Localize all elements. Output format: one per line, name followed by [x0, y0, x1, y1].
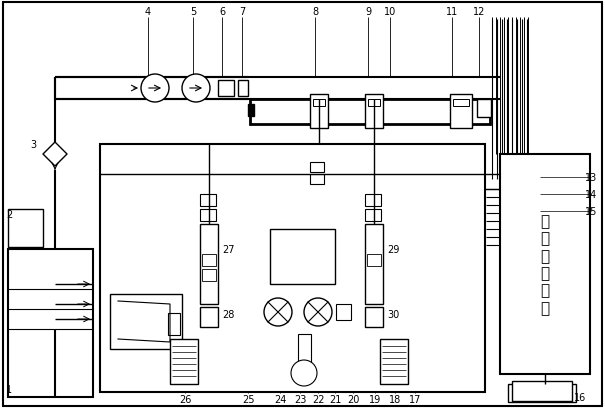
- Bar: [365, 95, 383, 129]
- Bar: [248, 105, 254, 117]
- Bar: [200, 307, 218, 327]
- Bar: [453, 100, 469, 107]
- Bar: [202, 254, 216, 266]
- Bar: [8, 209, 43, 247]
- Text: 26: 26: [179, 394, 191, 404]
- Bar: [500, 155, 590, 374]
- Bar: [200, 209, 216, 221]
- Circle shape: [141, 75, 169, 103]
- Bar: [380, 339, 408, 384]
- Bar: [170, 339, 198, 384]
- Bar: [200, 195, 216, 207]
- Text: 6: 6: [219, 7, 225, 17]
- Text: 4: 4: [145, 7, 151, 17]
- Text: 19: 19: [369, 394, 381, 404]
- Bar: [365, 225, 383, 304]
- Text: 9: 9: [365, 7, 371, 17]
- Text: 13: 13: [585, 173, 597, 182]
- Text: 12: 12: [473, 7, 485, 17]
- Bar: [368, 100, 380, 107]
- Text: 1: 1: [6, 384, 12, 394]
- Text: 22: 22: [312, 394, 324, 404]
- Text: 5: 5: [190, 7, 196, 17]
- Text: 27: 27: [222, 245, 235, 254]
- Text: 20: 20: [347, 394, 359, 404]
- Bar: [508, 384, 576, 402]
- Bar: [450, 95, 472, 129]
- Text: 21: 21: [329, 394, 341, 404]
- Bar: [365, 209, 381, 221]
- Bar: [477, 100, 491, 118]
- Text: 28: 28: [222, 309, 234, 319]
- Bar: [336, 304, 351, 320]
- Bar: [202, 270, 216, 281]
- Text: 3: 3: [30, 139, 36, 150]
- Text: 24: 24: [274, 394, 286, 404]
- Circle shape: [264, 298, 292, 326]
- Text: 15: 15: [584, 207, 597, 216]
- Bar: [310, 175, 324, 184]
- Bar: [512, 381, 572, 401]
- Bar: [367, 254, 381, 266]
- Text: 25: 25: [242, 394, 254, 404]
- Text: 18: 18: [389, 394, 401, 404]
- Bar: [270, 229, 335, 284]
- Bar: [100, 145, 485, 392]
- Polygon shape: [43, 143, 67, 166]
- Bar: [200, 225, 218, 304]
- Bar: [365, 195, 381, 207]
- Bar: [310, 163, 324, 173]
- Bar: [298, 334, 311, 364]
- Bar: [365, 307, 383, 327]
- Text: 16: 16: [574, 392, 586, 402]
- Text: 23: 23: [294, 394, 306, 404]
- Bar: [110, 294, 182, 349]
- Text: 8: 8: [312, 7, 318, 17]
- Bar: [313, 100, 325, 107]
- Text: 2: 2: [6, 209, 12, 220]
- Bar: [8, 249, 93, 397]
- Text: 14: 14: [585, 189, 597, 200]
- Circle shape: [182, 75, 210, 103]
- Text: 29: 29: [387, 245, 399, 254]
- Text: 11: 11: [446, 7, 458, 17]
- Bar: [250, 100, 490, 125]
- Text: 30: 30: [387, 309, 399, 319]
- Text: 17: 17: [409, 394, 421, 404]
- Text: 7: 7: [239, 7, 245, 17]
- Circle shape: [291, 360, 317, 386]
- Bar: [238, 81, 248, 97]
- Bar: [310, 95, 328, 129]
- Circle shape: [304, 298, 332, 326]
- Bar: [168, 313, 180, 335]
- Text: 信
号
控
制
终
端: 信 号 控 制 终 端: [540, 213, 549, 315]
- Bar: [218, 81, 234, 97]
- Text: 10: 10: [384, 7, 396, 17]
